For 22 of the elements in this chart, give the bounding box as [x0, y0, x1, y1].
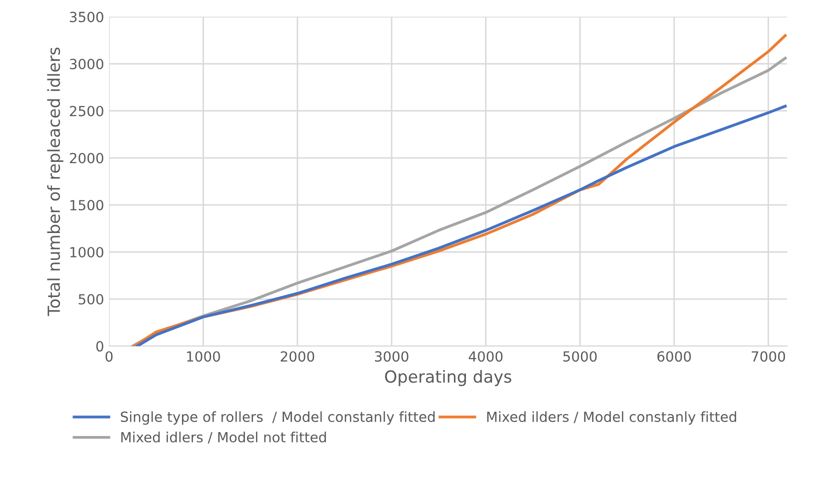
x-tick-label: 2000 — [280, 351, 314, 362]
y-tick-label: 0 — [96, 341, 104, 352]
y-tick-label: 3000 — [70, 58, 104, 70]
x-tick-label: 6000 — [657, 351, 691, 362]
legend-label: Mixed idlers / Model not fitted — [121, 432, 326, 444]
x-tick-label: 0 — [106, 351, 113, 362]
legend-label: Single type of rollers / Model constanly fitted — [120, 411, 435, 425]
y-tick-label: 3500 — [70, 12, 104, 22]
y-tick-label: 1500 — [70, 200, 104, 210]
line-series — [136, 104, 787, 346]
y-axis-title: Total number of repleaced idlers — [47, 48, 64, 316]
y-tick-label: 500 — [78, 294, 104, 305]
x-tick-label: 1000 — [187, 351, 220, 362]
y-tick-label: 2000 — [70, 152, 104, 164]
x-tick-label: 4000 — [468, 351, 503, 362]
x-axis-title: Operating days — [385, 370, 512, 386]
legend-label: Mixed ilders / Model constanly fitted — [487, 411, 736, 425]
x-tick-label: 7000 — [752, 351, 786, 362]
y-tick-label: 2500 — [70, 106, 104, 116]
x-tick-label: 3000 — [374, 351, 408, 362]
x-tick-label: 5000 — [563, 351, 597, 362]
y-tick-label: 1000 — [70, 246, 104, 258]
